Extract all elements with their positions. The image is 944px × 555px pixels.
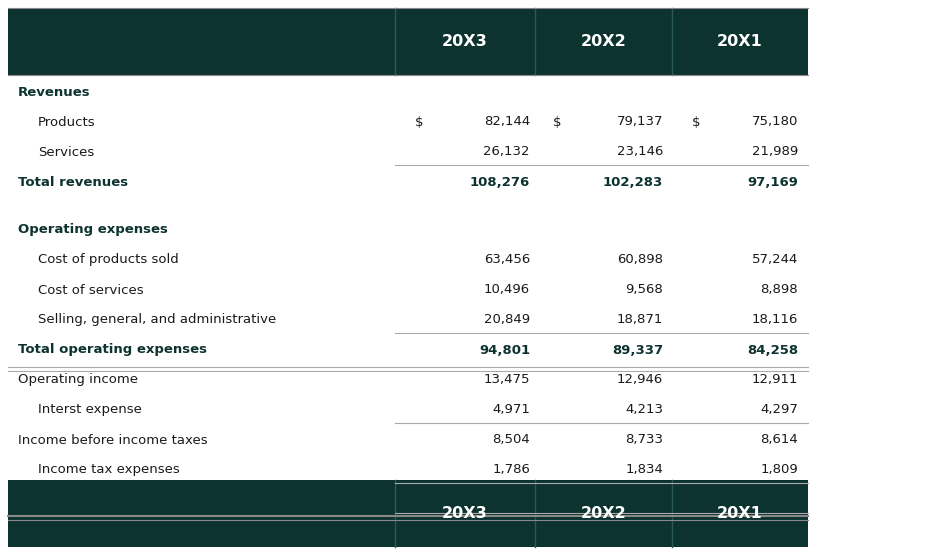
Text: 8,504: 8,504 — [492, 433, 530, 447]
Text: 8,614: 8,614 — [759, 433, 797, 447]
Text: Operating expenses: Operating expenses — [18, 224, 168, 236]
Text: $: $ — [691, 115, 700, 129]
Text: 89,337: 89,337 — [611, 344, 663, 356]
Text: 23,146: 23,146 — [616, 145, 663, 159]
Text: 6,805: 6,805 — [755, 493, 797, 507]
Text: Income before income taxes: Income before income taxes — [18, 433, 208, 447]
Text: Operating income: Operating income — [18, 374, 138, 386]
Text: 102,283: 102,283 — [602, 175, 663, 189]
Text: 8,898: 8,898 — [760, 284, 797, 296]
Text: 13,475: 13,475 — [483, 374, 530, 386]
Text: 1,809: 1,809 — [759, 463, 797, 477]
Text: 108,276: 108,276 — [469, 175, 530, 189]
Bar — [8, 8, 807, 75]
Text: 79,137: 79,137 — [615, 115, 663, 129]
Text: 6,899: 6,899 — [620, 493, 663, 507]
Text: $: $ — [414, 115, 423, 129]
Text: Cost of services: Cost of services — [38, 284, 143, 296]
Text: Services: Services — [38, 145, 94, 159]
Text: Revenues: Revenues — [18, 85, 91, 98]
Text: 60,898: 60,898 — [616, 254, 663, 266]
Text: 4,297: 4,297 — [759, 403, 797, 416]
Text: 75,180: 75,180 — [750, 115, 797, 129]
Text: $: $ — [552, 493, 562, 507]
Text: 21,989: 21,989 — [751, 145, 797, 159]
Text: 26,132: 26,132 — [483, 145, 530, 159]
Bar — [8, 480, 807, 547]
Text: Cost of products sold: Cost of products sold — [38, 254, 178, 266]
Text: 94,801: 94,801 — [479, 344, 530, 356]
Text: 97,169: 97,169 — [747, 175, 797, 189]
Text: Income tax expenses: Income tax expenses — [38, 463, 179, 477]
Text: 1,834: 1,834 — [625, 463, 663, 477]
Text: 18,116: 18,116 — [750, 314, 797, 326]
Text: 18,871: 18,871 — [616, 314, 663, 326]
Text: $: $ — [414, 493, 424, 507]
Text: 57,244: 57,244 — [750, 254, 797, 266]
Text: Total operating expenses: Total operating expenses — [18, 344, 207, 356]
Text: Selling, general, and administrative: Selling, general, and administrative — [38, 314, 276, 326]
Text: 20X3: 20X3 — [442, 506, 487, 521]
Text: 12,946: 12,946 — [616, 374, 663, 386]
Text: $: $ — [691, 493, 700, 507]
Text: 12,911: 12,911 — [750, 374, 797, 386]
Text: 4,971: 4,971 — [492, 403, 530, 416]
Text: 6,718: 6,718 — [488, 493, 530, 507]
Text: Total revenues: Total revenues — [18, 175, 128, 189]
Text: 20X1: 20X1 — [716, 506, 762, 521]
Text: Net income: Net income — [18, 493, 103, 507]
Text: 10,496: 10,496 — [483, 284, 530, 296]
Text: $: $ — [552, 115, 561, 129]
Text: Interst expense: Interst expense — [38, 403, 142, 416]
Text: Products: Products — [38, 115, 95, 129]
Text: 20X2: 20X2 — [580, 34, 626, 49]
Text: 63,456: 63,456 — [483, 254, 530, 266]
Text: 20X1: 20X1 — [716, 34, 762, 49]
Text: 20X3: 20X3 — [442, 34, 487, 49]
Text: 84,258: 84,258 — [746, 344, 797, 356]
Text: 8,733: 8,733 — [624, 433, 663, 447]
Text: 82,144: 82,144 — [483, 115, 530, 129]
Text: 9,568: 9,568 — [625, 284, 663, 296]
Text: 20X2: 20X2 — [580, 506, 626, 521]
Text: 1,786: 1,786 — [492, 463, 530, 477]
Text: 4,213: 4,213 — [624, 403, 663, 416]
Text: 20,849: 20,849 — [483, 314, 530, 326]
